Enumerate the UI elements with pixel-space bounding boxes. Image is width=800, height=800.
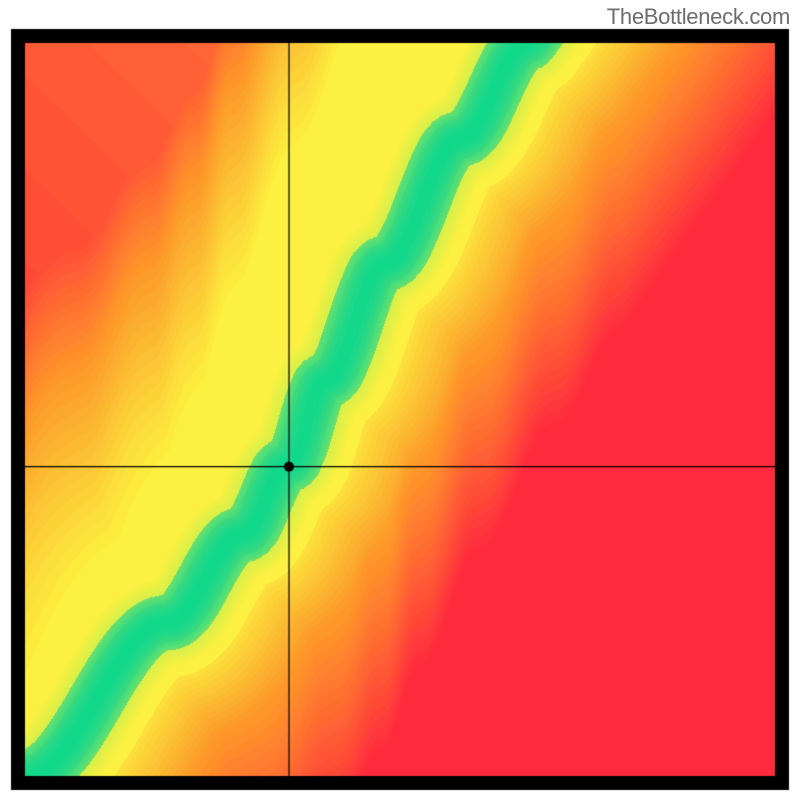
site-watermark: TheBottleneck.com bbox=[607, 4, 790, 30]
bottleneck-heatmap bbox=[0, 0, 800, 800]
